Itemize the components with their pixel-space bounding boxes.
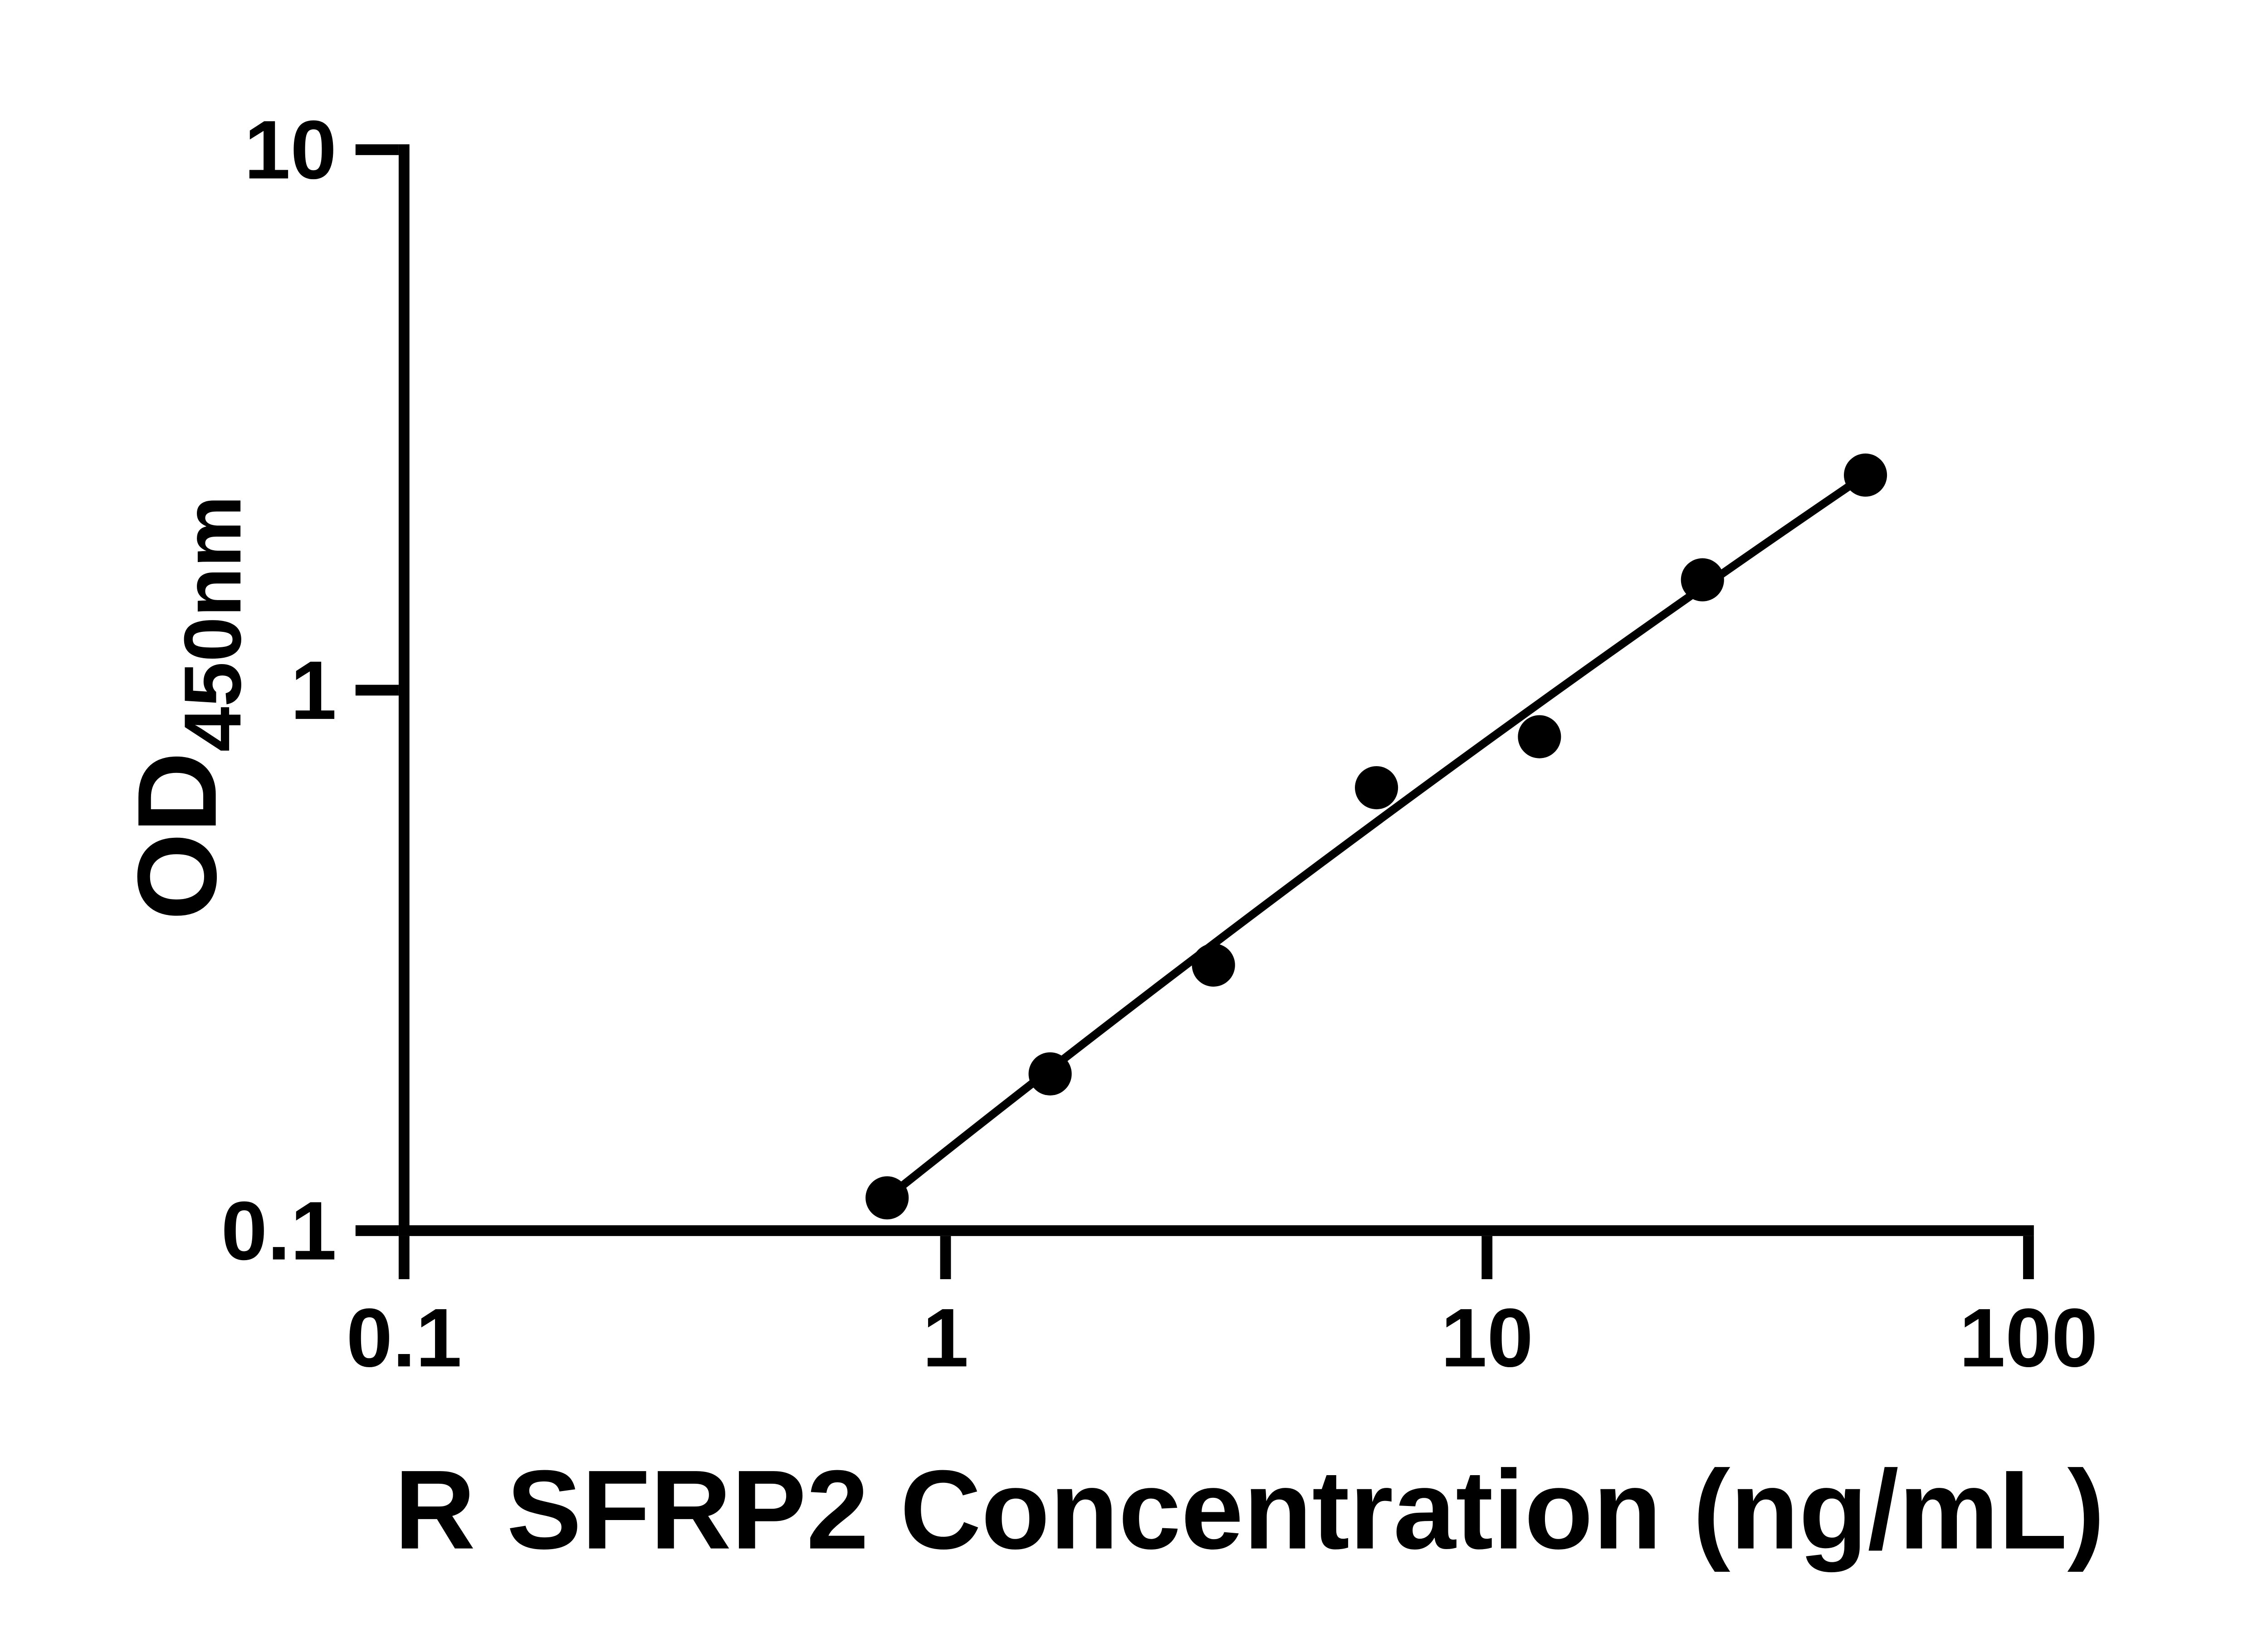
x-tick-label: 100 [1959,1291,2098,1384]
data-point [1843,453,1887,497]
tick-labels: 10 1 0.10.1 1 10 100 [221,103,2098,1384]
x-tick-label: 0.1 [346,1291,462,1384]
y-axis-title: OD450nm [115,495,258,920]
data-point [865,1176,909,1220]
y-axis-title-subscript: 450nm [167,495,258,752]
data-point [1355,766,1398,810]
y-tick-label: 10 [244,103,337,196]
data-point [1518,715,1561,758]
x-tick-label: 1 [923,1291,969,1384]
axes [398,144,2034,1236]
y-tick-label: 1 [290,644,337,737]
y-axis-title-main: OD [115,752,240,920]
data-point [1681,558,1724,601]
ticks [355,144,2034,1280]
data-point [1028,1052,1072,1095]
y-tick-label: 0.1 [221,1184,337,1277]
x-tick-label: 10 [1441,1291,1533,1384]
data-point [1192,943,1235,987]
data-points [865,453,1887,1220]
x-axis-title: R SFRP2 Concentration (ng/mL) [394,1447,2105,1573]
